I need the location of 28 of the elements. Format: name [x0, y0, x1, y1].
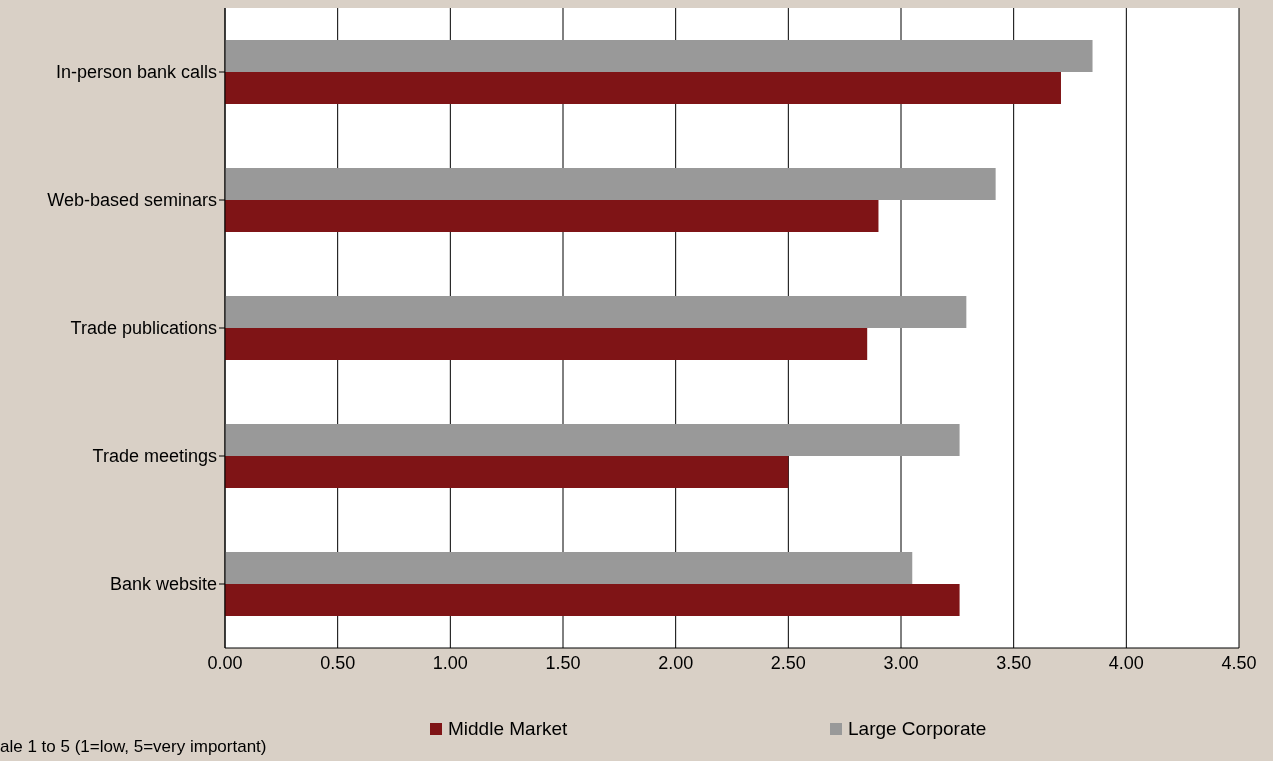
bar	[225, 552, 913, 584]
y-tick-label: Web-based seminars	[47, 190, 217, 211]
bar	[225, 584, 960, 616]
x-tick-label: 0.50	[320, 652, 356, 673]
x-tick-label: 3.50	[996, 652, 1032, 673]
bar	[225, 424, 960, 456]
x-tick-label: 2.00	[658, 652, 694, 673]
text: ale 1 to 5 (1=low, 5=very important)	[0, 737, 267, 757]
legend-label: Large Corporate	[848, 718, 987, 740]
bar	[225, 168, 996, 200]
x-tick-label: 3.00	[883, 652, 919, 673]
y-tick-label: Trade publications	[70, 318, 217, 339]
bar	[225, 456, 789, 488]
bar	[225, 200, 879, 232]
x-tick-label: 4.00	[1108, 652, 1144, 673]
bar	[225, 40, 1093, 72]
x-tick-label: 2.50	[770, 652, 806, 673]
x-tick-label: 1.50	[545, 652, 581, 673]
y-tick-label: Bank website	[109, 574, 217, 595]
x-tick-label: 4.50	[1221, 652, 1257, 673]
legend-label: Middle Market	[448, 718, 568, 740]
x-tick-label: 1.00	[432, 652, 468, 673]
y-tick-label: In-person bank calls	[55, 62, 217, 83]
x-tick-label: 0.00	[207, 652, 243, 673]
bar	[225, 328, 868, 360]
bar	[225, 72, 1061, 104]
bar	[225, 296, 967, 328]
y-tick-label: Trade meetings	[92, 446, 217, 467]
